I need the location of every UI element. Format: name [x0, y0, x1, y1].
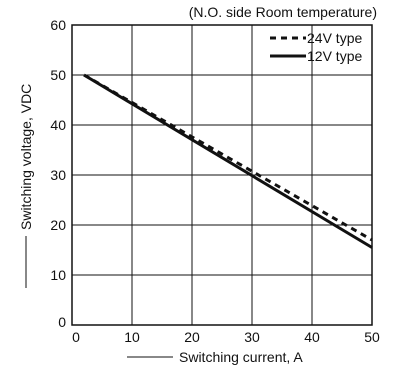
x-tick-label: 20: [184, 329, 200, 345]
x-axis-label: Switching current, A: [179, 349, 303, 365]
y-tick-label: 0: [58, 314, 66, 330]
y-axis-label-group: Switching voltage, VDC: [18, 84, 34, 288]
legend-label-24v: 24V type: [307, 30, 362, 46]
y-tick-label: 30: [50, 167, 66, 183]
x-tick-label: 30: [244, 329, 260, 345]
legend-label-12v: 12V type: [307, 48, 362, 64]
grid: [72, 25, 372, 325]
y-tick-label: 60: [50, 17, 66, 33]
y-axis-label: Switching voltage, VDC: [18, 84, 34, 230]
x-tick-label: 40: [304, 329, 320, 345]
x-tick-label: 0: [72, 329, 80, 345]
x-tick-label: 50: [364, 329, 380, 345]
y-tick-labels: 0 10 20 30 40 50 60: [50, 17, 66, 330]
plot-frame: [71, 24, 373, 326]
x-tick-labels: 0 10 20 30 40 50: [72, 329, 380, 345]
y-tick-label: 20: [50, 217, 66, 233]
chart-subtitle: (N.O. side Room temperature): [189, 4, 377, 20]
y-tick-label: 40: [50, 117, 66, 133]
series-line-12v: [83, 73, 373, 249]
legend: 24V type 12V type: [270, 30, 362, 64]
x-tick-label: 10: [124, 329, 140, 345]
series-lines: [83, 73, 373, 249]
y-tick-label: 10: [50, 267, 66, 283]
x-axis-label-group: Switching current, A: [127, 349, 303, 365]
y-tick-label: 50: [50, 67, 66, 83]
